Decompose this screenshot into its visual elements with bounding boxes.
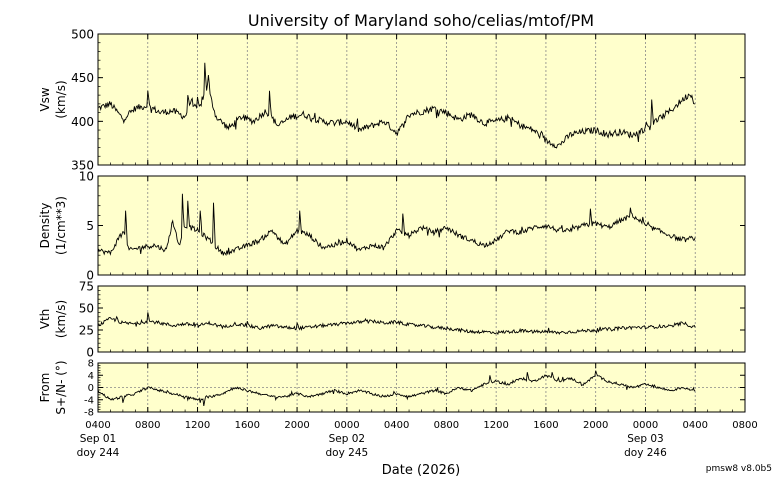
x-tick-label: 1600: [235, 420, 260, 431]
y-axis-label: Vth (km/s): [38, 300, 68, 338]
y-tick-label: 0: [88, 383, 94, 394]
x-tick-label: 0400: [384, 420, 409, 431]
series-line-vth: [97, 312, 696, 335]
x-tick-label: 1200: [483, 420, 508, 431]
panel-background: [98, 286, 745, 352]
doy-label: doy 245: [326, 447, 369, 459]
x-tick-label: 0400: [85, 420, 110, 431]
y-tick-label: 5: [86, 219, 94, 233]
y-tick-label: 75: [79, 280, 94, 294]
panel-background: [98, 363, 745, 412]
doy-label: doy 244: [77, 447, 120, 459]
y-tick-label: 500: [71, 28, 94, 42]
y-tick-label: 450: [71, 71, 94, 85]
y-tick-label: -8: [84, 408, 94, 419]
panel-background: [98, 176, 745, 275]
panel-density: 0 5 10 Density (1/cm**3): [38, 170, 746, 283]
y-tick-label: 4: [88, 371, 94, 382]
y-axis-label: From S+/N- (°): [38, 360, 68, 414]
y-tick-label: 25: [79, 324, 94, 338]
y-tick-label: 350: [71, 159, 94, 173]
x-tick-label: 2000: [284, 420, 309, 431]
panel-vth: 0 25 50 75 Vth (km/s): [38, 280, 746, 360]
doy-label: doy 246: [624, 447, 667, 459]
x-tick-label: 0000: [334, 420, 359, 431]
date-label: Sep 01: [80, 433, 117, 445]
series-line-from: [97, 370, 696, 406]
y-tick-label: 10: [79, 170, 94, 184]
x-tick-label: 0000: [633, 420, 658, 431]
x-tick-label: 0800: [434, 420, 459, 431]
version-label: pmsw8 v8.0b5: [706, 464, 772, 474]
x-tick-label: 0800: [135, 420, 160, 431]
x-axis-label: Date (2026): [382, 463, 460, 478]
date-label: Sep 02: [329, 433, 366, 445]
x-tick-label: 1200: [185, 420, 210, 431]
x-tick-label: 2000: [583, 420, 608, 431]
x-tick-label: 0400: [683, 420, 708, 431]
y-tick-label: 8: [88, 359, 94, 370]
y-tick-label: 0: [86, 346, 94, 360]
x-tick-label: 0800: [732, 420, 757, 431]
y-tick-label: 50: [79, 302, 94, 316]
y-tick-label: -4: [84, 395, 94, 406]
x-axis: 0400 0800 1200 1600 2000 0000 0400 0800 1200 1600…: [77, 420, 758, 459]
y-axis-label: Density (1/cm**3): [38, 196, 68, 255]
panel-background: [98, 34, 745, 165]
x-tick-label: 1600: [533, 420, 558, 431]
date-label: Sep 03: [627, 433, 664, 445]
y-axis-label: Vsw (km/s): [38, 80, 68, 118]
chart-title: University of Maryland soho/celias/mtof/…: [248, 11, 594, 30]
y-tick-label: 400: [71, 115, 94, 129]
y-tick-label: 0: [86, 269, 94, 283]
series-line-density: [97, 193, 696, 256]
panel-vsw: 350 400 450 500 Vsw (km/s): [38, 28, 746, 173]
series-line-vsw: [97, 62, 696, 149]
